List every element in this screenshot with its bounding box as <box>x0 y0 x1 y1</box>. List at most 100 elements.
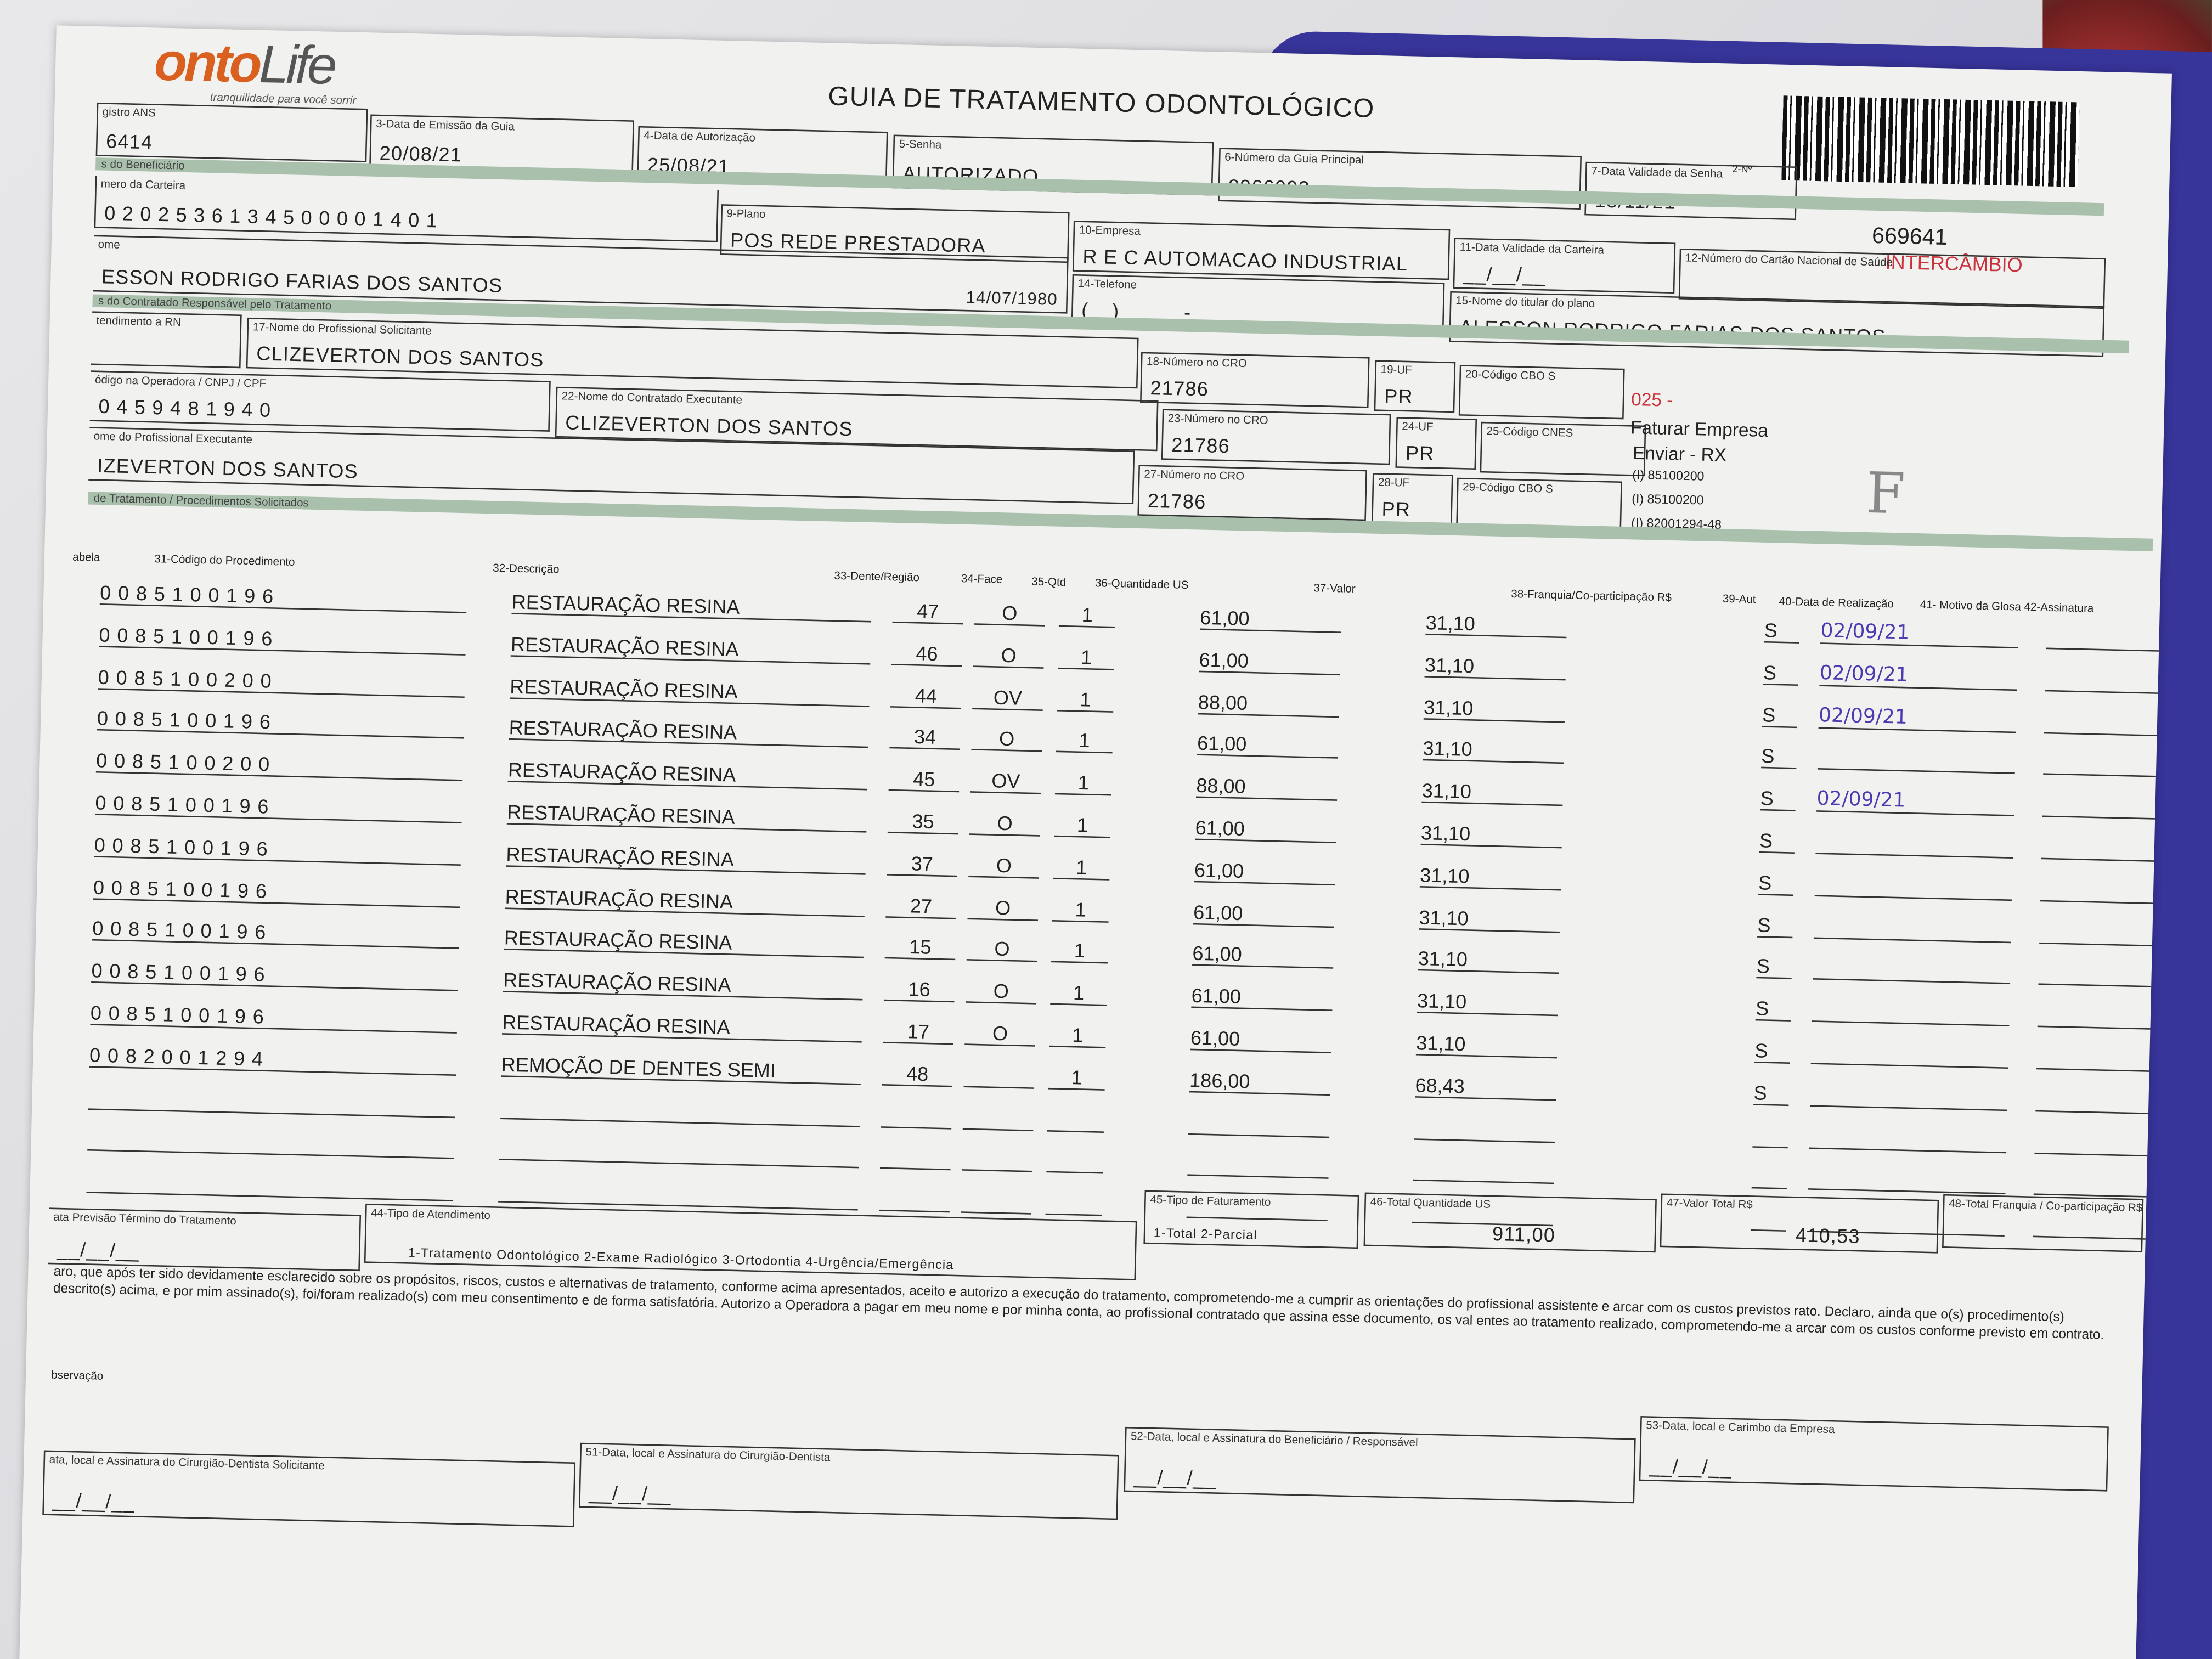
cell-signature[interactable] <box>2045 667 2159 694</box>
signature-box[interactable]: 51-Data, local e Assinatura do Cirurgião… <box>578 1442 1119 1520</box>
cell-description: RESTAURAÇÃO RESINA <box>507 758 868 791</box>
cell-aut: S <box>1753 1081 1790 1106</box>
cell-qty: 1 <box>1054 812 1111 838</box>
signature-box[interactable]: 53-Data, local e Carimbo da Empresa __/__… <box>1639 1415 2109 1492</box>
signature-box[interactable]: 52-Data, local e Assinatura do Beneficiá… <box>1124 1426 1636 1504</box>
value: 1-Total 2-Parcial <box>1153 1226 1258 1243</box>
signature-box[interactable]: ata, local e Assinatura do Cirurgião-Den… <box>42 1450 576 1527</box>
column-header: 34-Face <box>961 573 1003 586</box>
cell-description: RESTAURAÇÃO RESINA <box>510 632 871 665</box>
cell-signature[interactable] <box>2033 1171 2147 1198</box>
value: 6414 <box>105 129 153 154</box>
cell-code: 0085100196 <box>97 707 464 740</box>
registro-ans-field: gistro ANS 6414 <box>95 102 368 162</box>
cell-aut: S <box>1759 828 1795 854</box>
cell-signature[interactable] <box>2043 751 2157 778</box>
column-header: 39-Aut <box>1722 592 1756 606</box>
cell-us: 61,00 <box>1190 1026 1332 1054</box>
cell-code <box>86 1192 453 1202</box>
cell-valor: 31,10 <box>1415 1031 1558 1059</box>
cell-face <box>961 1211 1031 1215</box>
cell-tooth: 48 <box>882 1061 953 1087</box>
cell-description: RESTAURAÇÃO RESINA <box>502 1011 862 1043</box>
value: 0 4 5 9 4 8 1 9 4 0 <box>98 394 272 421</box>
value: 21786 <box>1171 433 1231 457</box>
cell-face: O <box>965 979 1037 1005</box>
cell-signature[interactable] <box>2038 961 2152 988</box>
value: CLIZEVERTON DOS SANTOS <box>256 341 545 371</box>
label: 52-Data, local e Assinatura do Beneficiá… <box>1130 1430 1418 1449</box>
label: 24-UF <box>1402 420 1434 433</box>
cell-signature[interactable] <box>2041 835 2155 862</box>
label: ome do Profissional Executante <box>93 430 253 447</box>
cell-signature[interactable] <box>2035 1087 2149 1114</box>
cell-tooth: 45 <box>888 767 960 793</box>
label: tendimento a RN <box>96 314 182 329</box>
cell-qty: 1 <box>1051 939 1108 964</box>
label: 14-Telefone <box>1077 277 1137 291</box>
label: 23-Número no CRO <box>1167 411 1268 427</box>
cell-us: 61,00 <box>1199 606 1342 633</box>
cell-signature[interactable] <box>2034 1129 2148 1156</box>
cell-signature[interactable] <box>2037 1003 2151 1030</box>
value: CLIZEVERTON DOS SANTOS <box>565 410 854 440</box>
cell-valor: 31,10 <box>1423 695 1565 723</box>
cell-date <box>1809 1147 2007 1153</box>
value: 911,00 <box>1492 1222 1556 1246</box>
cell-aut: S <box>1754 1039 1791 1064</box>
cell-tooth: 16 <box>883 977 955 1003</box>
cell-aut: S <box>1757 912 1793 938</box>
column-header: 33-Dente/Região <box>834 569 920 584</box>
cell-qty <box>1047 1130 1104 1132</box>
cell-description: RESTAURAÇÃO RESINA <box>509 716 869 749</box>
cell-description: RESTAURAÇÃO RESINA <box>505 842 866 875</box>
cell-description: RESTAURAÇÃO RESINA <box>506 800 867 833</box>
cell-face <box>962 1170 1032 1173</box>
cell-us: 186,00 <box>1189 1068 1331 1096</box>
cell-signature[interactable] <box>2040 877 2154 904</box>
validade-senha-field: 7-Data Validade da Senha18/11/21 <box>1584 161 1798 221</box>
label: 29-Código CBO S <box>1462 481 1553 495</box>
cell-valor: 31,10 <box>1419 905 1561 933</box>
label: mero da Carteira <box>100 177 186 192</box>
observacao-label: bservação <box>51 1368 104 1383</box>
label: 17-Nome do Profissional Solicitante <box>252 320 432 337</box>
cell-us: 61,00 <box>1192 942 1334 969</box>
cell-signature[interactable] <box>2044 709 2158 736</box>
cnes25-field: 25-Código CNES <box>1480 421 1646 477</box>
cell-signature[interactable] <box>2036 1045 2150 1072</box>
cell-code: 0085100200 <box>95 749 464 782</box>
cell-us: 88,00 <box>1198 690 1340 718</box>
cell-valor: 31,10 <box>1420 821 1562 849</box>
cell-signature[interactable] <box>2046 625 2160 652</box>
label: 47-Valor Total R$ <box>1666 1196 1753 1211</box>
column-header: 31-Código do Procedimento <box>154 553 295 569</box>
cell-code: 0085100196 <box>99 623 466 656</box>
label: ódigo na Operadora / CNPJ / CPF <box>94 373 267 390</box>
cell-signature[interactable] <box>2042 793 2156 820</box>
note-faturar: Faturar Empresa <box>1630 416 1769 441</box>
cell-valor <box>1414 1138 1555 1143</box>
cell-description: REMOÇÃO DE DENTES SEMI <box>501 1052 861 1085</box>
cell-tooth: 15 <box>884 935 956 961</box>
label: 20-Código CBO S <box>1465 368 1556 383</box>
cell-date: 02/09/21 <box>1816 788 2015 817</box>
cell-face: O <box>969 811 1041 837</box>
note-code: 025 - <box>1630 388 1673 411</box>
cell-qty: 1 <box>1050 981 1108 1007</box>
valor-total-field: 47-Valor Total R$ 410,53 <box>1660 1193 1939 1254</box>
cell-tooth <box>879 1167 951 1171</box>
cell-us: 61,00 <box>1193 900 1335 928</box>
value: __/__/__ <box>57 1237 140 1262</box>
cell-qty: 1 <box>1048 1065 1105 1091</box>
label: 22-Nome do Contratado Executante <box>561 390 743 407</box>
cell-face: O <box>974 601 1046 627</box>
value: __/__/__ <box>52 1488 136 1513</box>
note-code-1: (I) 85100200 <box>1632 467 1705 483</box>
cell-date <box>1813 936 2011 943</box>
cell-signature[interactable] <box>2039 919 2153 946</box>
label: 3-Data de Emissão da Guia <box>375 117 515 133</box>
value: PR <box>1405 441 1435 465</box>
cell-code: 0085100200 <box>98 665 465 697</box>
cell-qty: 1 <box>1052 896 1109 922</box>
